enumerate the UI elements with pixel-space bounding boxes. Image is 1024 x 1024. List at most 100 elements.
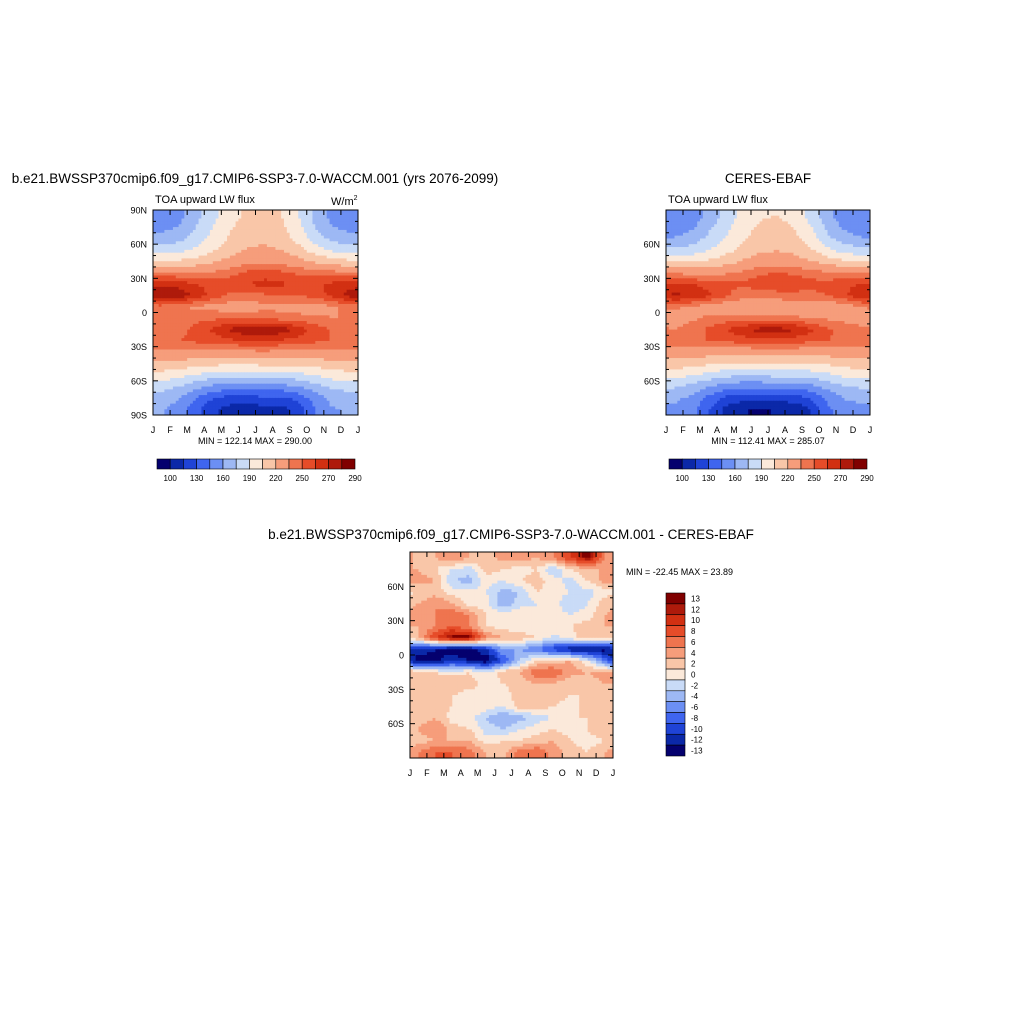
field-cell — [170, 386, 174, 390]
field-cell — [338, 295, 342, 299]
field-cell — [161, 366, 165, 370]
field-cell — [352, 244, 356, 248]
field-cell — [195, 346, 199, 350]
field-cell — [315, 229, 319, 234]
field-cell — [187, 369, 191, 373]
field-cell — [298, 295, 302, 299]
field-cell — [320, 281, 325, 285]
field-cell — [275, 249, 279, 254]
field-cell — [212, 338, 217, 342]
field-cell — [215, 372, 219, 376]
field-cell — [187, 227, 191, 231]
field-cell — [289, 284, 293, 288]
field-cell — [224, 232, 228, 237]
field-cell — [343, 286, 348, 291]
field-cell — [167, 289, 171, 293]
field-cell — [212, 400, 217, 405]
field-cell — [195, 221, 199, 225]
field-cell — [221, 358, 225, 362]
field-cell — [155, 369, 160, 373]
field-cell — [232, 244, 236, 248]
field-cell — [292, 397, 296, 402]
field-cell — [329, 312, 333, 316]
field-cell — [355, 241, 358, 245]
field-cell — [252, 238, 256, 242]
field-cell — [201, 326, 205, 330]
field-cell — [306, 295, 310, 299]
field-cell — [258, 218, 262, 222]
field-cell — [238, 335, 242, 339]
field-cell — [298, 212, 302, 217]
field-cell — [167, 380, 171, 385]
field-cell — [178, 247, 182, 251]
field-cell — [249, 315, 254, 319]
field-cell — [241, 303, 245, 308]
field-cell — [190, 295, 194, 299]
field-cell — [312, 289, 316, 293]
field-cell — [192, 380, 197, 385]
field-cell — [264, 249, 268, 254]
field-cell — [175, 298, 180, 302]
field-cell — [301, 395, 305, 399]
field-cell — [332, 383, 336, 387]
field-cell — [238, 380, 242, 385]
field-cell — [241, 295, 245, 299]
field-cell — [235, 232, 239, 237]
field-cell — [170, 377, 174, 382]
field-cell — [278, 244, 282, 248]
field-cell — [195, 272, 199, 276]
field-cell — [295, 281, 299, 285]
field-cell — [178, 326, 182, 330]
field-cell — [355, 318, 358, 322]
field-cell — [212, 264, 217, 268]
field-cell — [329, 375, 333, 379]
field-cell — [215, 258, 219, 262]
field-cell — [204, 329, 208, 333]
field-cell — [221, 232, 225, 237]
field-cell — [338, 215, 342, 219]
field-cell — [352, 221, 356, 225]
field-cell — [232, 266, 236, 271]
field-cell — [258, 261, 262, 265]
field-cell — [352, 212, 356, 217]
field-cell — [326, 326, 330, 330]
field-cell — [187, 261, 191, 265]
field-cell — [289, 369, 293, 373]
field-cell — [352, 355, 356, 359]
field-cell — [326, 247, 330, 251]
field-cell — [229, 241, 234, 245]
field-cell — [278, 247, 282, 251]
field-cell — [241, 377, 245, 382]
field-cell — [209, 298, 214, 302]
field-cell — [349, 261, 353, 265]
field-cell — [335, 227, 339, 231]
field-cell — [212, 238, 217, 242]
field-cell — [303, 343, 308, 348]
field-cell — [272, 358, 276, 362]
field-cell — [258, 397, 262, 402]
field-cell — [335, 335, 339, 339]
field-cell — [332, 335, 336, 339]
field-cell — [195, 369, 199, 373]
field-cell — [184, 366, 188, 370]
field-cell — [338, 369, 342, 373]
field-cell — [184, 289, 188, 293]
field-cell — [161, 218, 165, 222]
field-cell — [312, 400, 316, 405]
field-cell — [201, 380, 205, 385]
field-cell — [215, 229, 219, 234]
field-cell — [170, 358, 174, 362]
field-cell — [309, 380, 313, 385]
field-cell — [235, 369, 239, 373]
field-cell — [289, 269, 293, 274]
field-cell — [244, 278, 248, 282]
field-cell — [232, 363, 236, 367]
field-cell — [275, 266, 279, 271]
field-cell — [212, 229, 217, 234]
field-cell — [167, 397, 171, 402]
field-cell — [178, 340, 182, 345]
field-cell — [238, 210, 242, 214]
field-cell — [204, 360, 208, 365]
field-cell — [278, 255, 282, 259]
